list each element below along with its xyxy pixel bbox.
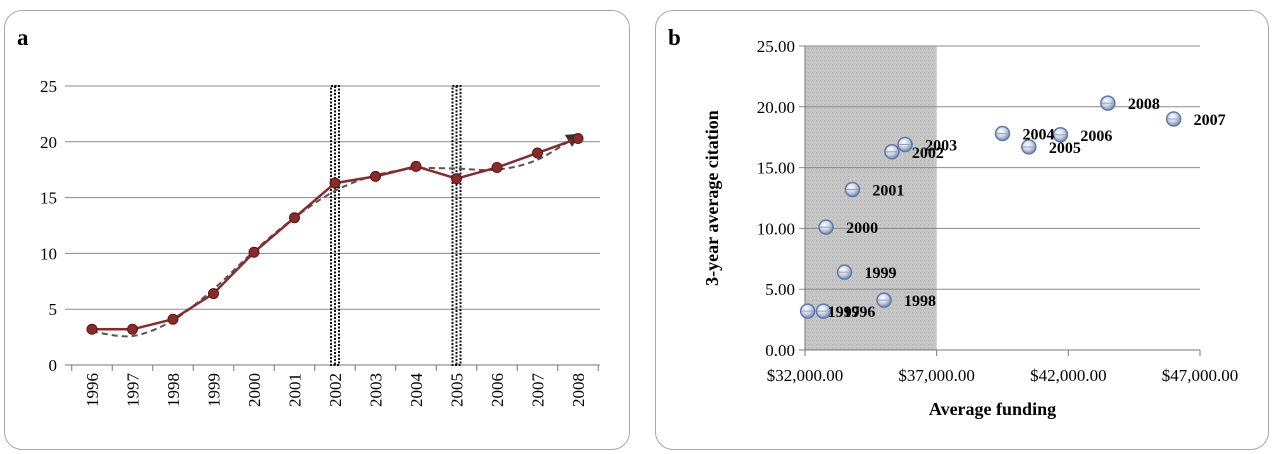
chart-panel-a: a xyxy=(4,10,630,450)
x-tick-label: 2005 xyxy=(448,373,467,407)
chart-panel-b: b xyxy=(655,10,1269,450)
x-tick-label: 2000 xyxy=(245,373,264,407)
y-tick-label: 20.00 xyxy=(757,98,795,117)
data-point-2004 xyxy=(410,160,422,172)
point-label-1998: 1998 xyxy=(904,293,936,310)
point-label-2002: 2002 xyxy=(912,145,944,162)
x-tick-label: 2004 xyxy=(407,373,426,408)
x-tick-label: 1996 xyxy=(83,373,102,407)
data-point-1998 xyxy=(167,313,179,325)
y-tick-label: 0.00 xyxy=(765,341,795,360)
data-point-2001 xyxy=(289,212,300,224)
data-point-2003 xyxy=(370,170,381,182)
point-label-1996: 1996 xyxy=(843,304,875,321)
x-tick-label: $37,000.00 xyxy=(898,366,975,385)
data-point-1996 xyxy=(86,323,98,335)
y-tick-label: 0 xyxy=(49,356,58,375)
x-tick-label: 1999 xyxy=(205,373,224,407)
panel-label-a: a xyxy=(17,25,29,50)
point-label-2003: 2003 xyxy=(925,137,957,154)
point-label-1997: 1997 xyxy=(828,304,860,321)
y-tick-label: 15 xyxy=(40,189,57,208)
data-point-1999 xyxy=(208,288,219,300)
x-axis-title: Average funding xyxy=(929,399,1056,419)
y-tick-label: 25.00 xyxy=(757,37,795,56)
point-label-2005: 2005 xyxy=(1049,140,1081,157)
x-tick-label: 2006 xyxy=(488,373,507,407)
y-tick-label: 15.00 xyxy=(757,159,795,178)
data-point-2007 xyxy=(532,147,543,159)
point-label-2004: 2004 xyxy=(1023,127,1055,144)
y-tick-label: 10 xyxy=(40,244,57,263)
data-point-2005 xyxy=(451,173,462,185)
data-point-2002 xyxy=(329,177,341,189)
point-label-2007: 2007 xyxy=(1194,112,1226,129)
x-tick-label: 2002 xyxy=(326,373,345,407)
x-tick-label: 2008 xyxy=(569,373,588,407)
y-tick-label: 10.00 xyxy=(757,219,795,238)
point-label-2000: 2000 xyxy=(846,220,878,237)
data-point-2006 xyxy=(491,161,503,173)
x-tick-label: 2007 xyxy=(529,373,548,408)
shaded-region xyxy=(805,46,937,350)
x-tick-label: 2003 xyxy=(367,373,386,407)
y-axis-title: 3-year average citation xyxy=(702,110,722,286)
x-tick-label: 1997 xyxy=(124,373,143,408)
point-label-2008: 2008 xyxy=(1128,96,1160,113)
x-tick-label: $47,000.00 xyxy=(1162,366,1239,385)
y-tick-label: 20 xyxy=(40,133,57,152)
x-tick-label: $42,000.00 xyxy=(1030,366,1107,385)
y-tick-label: 5 xyxy=(49,300,58,319)
y-tick-label: 5.00 xyxy=(765,280,795,299)
x-tick-label: $32,000.00 xyxy=(767,366,844,385)
x-tick-label: 2001 xyxy=(286,373,305,407)
data-point-2008 xyxy=(572,132,584,144)
data-point-1997 xyxy=(127,323,138,335)
y-tick-label: 25 xyxy=(40,77,57,96)
point-label-2001: 2001 xyxy=(872,182,904,199)
point-label-2006: 2006 xyxy=(1080,128,1112,145)
point-label-1999: 1999 xyxy=(865,265,897,282)
panel-label-b: b xyxy=(668,25,681,50)
data-point-2000 xyxy=(248,246,260,258)
x-tick-label: 1998 xyxy=(164,373,183,407)
